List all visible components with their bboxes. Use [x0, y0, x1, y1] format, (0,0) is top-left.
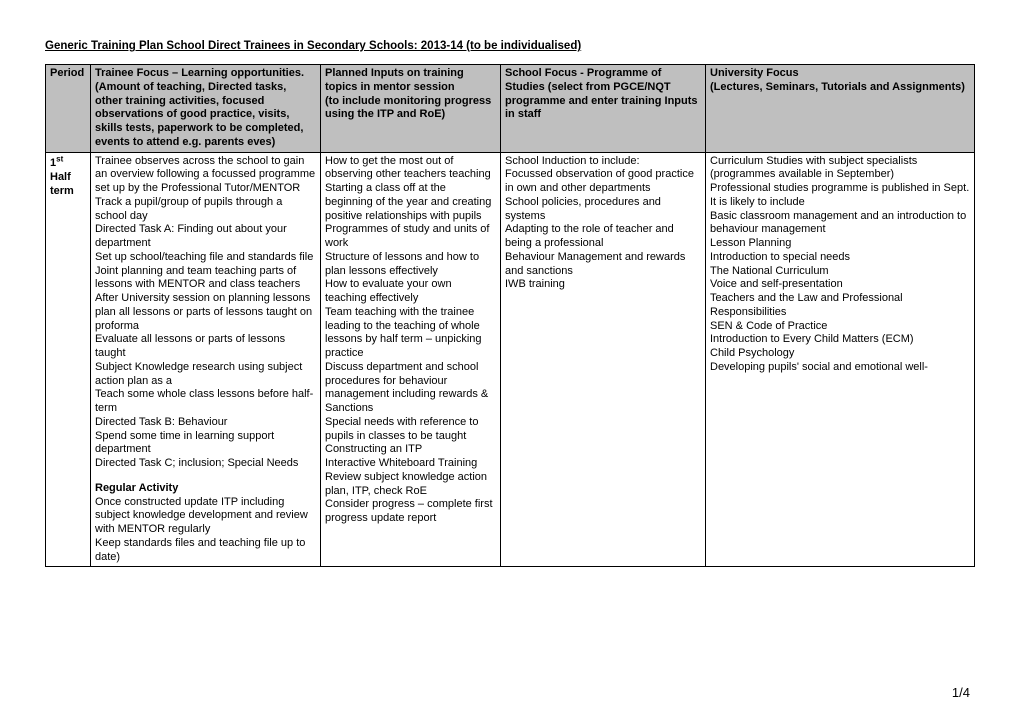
training-plan-table: Period Trainee Focus – Learning opportun…	[45, 64, 975, 567]
page-number: 1/4	[952, 685, 970, 700]
cell-school-focus: School Induction to include:Focussed obs…	[501, 152, 706, 567]
cell-period: 1st Half term	[46, 152, 91, 567]
col-header-trainee: Trainee Focus – Learning opportunities. …	[91, 65, 321, 153]
col-header-period: Period	[46, 65, 91, 153]
table-header-row: Period Trainee Focus – Learning opportun…	[46, 65, 975, 153]
table-row: 1st Half term Trainee observes across th…	[46, 152, 975, 567]
col-header-university: University Focus(Lectures, Seminars, Tut…	[706, 65, 975, 153]
cell-trainee-focus: Trainee observes across the school to ga…	[91, 152, 321, 567]
document-title: Generic Training Plan School Direct Trai…	[45, 40, 975, 52]
cell-planned-inputs: How to get the most out of observing oth…	[321, 152, 501, 567]
col-header-planned: Planned Inputs on training topics in men…	[321, 65, 501, 153]
col-header-school: School Focus - Programme of Studies (sel…	[501, 65, 706, 153]
cell-university-focus: Curriculum Studies with subject speciali…	[706, 152, 975, 567]
